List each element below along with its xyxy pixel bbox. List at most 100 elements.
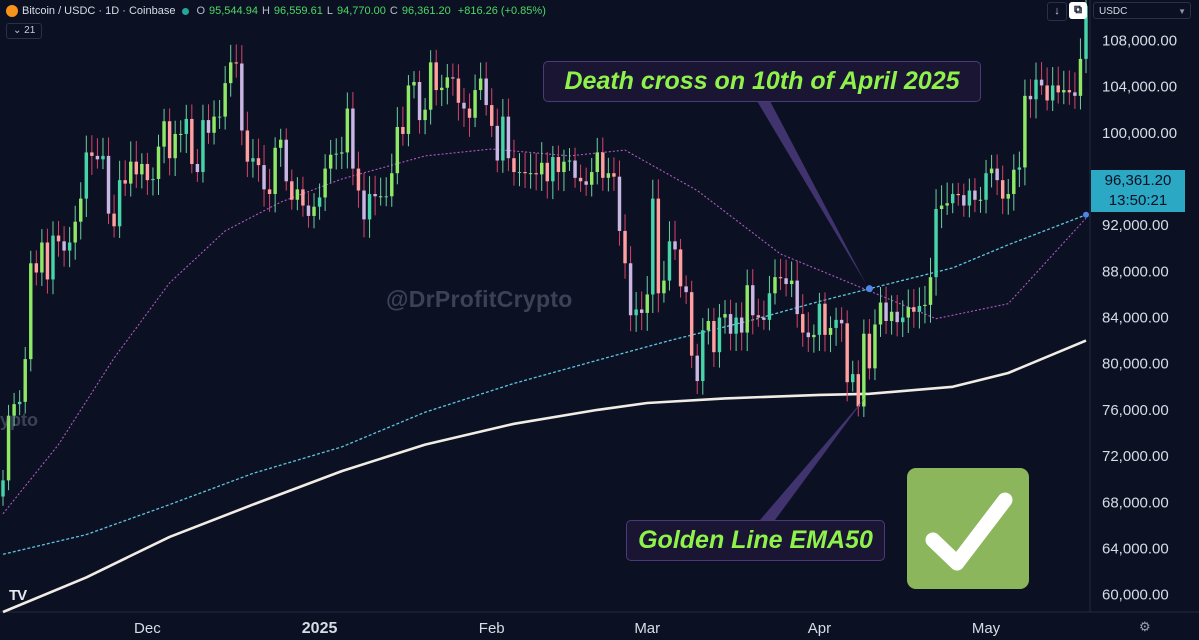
market-status-icon: [182, 7, 190, 15]
candle: [417, 70, 422, 134]
candle: [1006, 179, 1010, 215]
candle: [190, 104, 194, 174]
candle-body: [545, 162, 549, 182]
high-label: H: [261, 5, 270, 17]
candle-body: [1039, 79, 1044, 86]
candle-body: [445, 77, 450, 88]
candle-body: [912, 307, 916, 312]
candle: [228, 44, 233, 97]
candle: [301, 176, 305, 217]
candle-body: [323, 168, 327, 198]
candle-body: [673, 241, 677, 250]
candle-body: [606, 173, 611, 178]
candle: [973, 178, 977, 213]
candle-body: [784, 278, 788, 285]
candle-body: [906, 307, 910, 318]
candle: [901, 300, 905, 338]
candle: [967, 178, 972, 218]
candle: [451, 63, 455, 96]
candle-body: [90, 152, 94, 156]
camera-icon: ⧉: [1074, 4, 1082, 16]
candle-body: [434, 62, 438, 91]
candle: [984, 159, 988, 214]
candle-body: [662, 280, 666, 294]
indicators-toggle-button[interactable]: ⌄ 21: [6, 23, 43, 39]
candle: [567, 148, 572, 171]
edge-watermark: ypto: [0, 410, 38, 430]
candle: [84, 135, 89, 218]
candle: [562, 149, 566, 192]
candle: [251, 138, 255, 178]
candle: [395, 107, 400, 185]
y-tick-label: 68,000.00: [1102, 494, 1169, 511]
candle: [856, 360, 861, 417]
candle-body: [917, 306, 922, 312]
candle: [240, 45, 244, 146]
candle-body: [1084, 5, 1088, 59]
candle: [862, 319, 866, 418]
candle: [823, 292, 827, 352]
candle: [145, 152, 150, 195]
candle-body: [151, 178, 155, 181]
watermark: @DrProfitCrypto: [386, 286, 573, 312]
candle-body: [378, 196, 383, 198]
candle: [612, 157, 616, 191]
candle-body: [1028, 95, 1033, 100]
candle-body: [851, 374, 855, 383]
candle-body: [834, 319, 838, 328]
candle-body: [601, 152, 605, 178]
candle: [651, 179, 655, 313]
candle-body: [240, 63, 244, 131]
candle: [306, 192, 311, 228]
ma_magenta-line: [2, 148, 1087, 515]
candle: [356, 151, 361, 208]
candle: [217, 99, 222, 129]
x-tick-label: Apr: [808, 620, 831, 637]
candle-body: [1034, 79, 1038, 100]
candle-body: [1000, 180, 1005, 199]
candle-body: [684, 286, 688, 293]
candle-body: [228, 62, 233, 84]
candle: [728, 299, 733, 351]
candle: [34, 250, 39, 286]
candle: [706, 308, 711, 345]
candle-body: [762, 317, 766, 320]
gear-icon[interactable]: ⚙: [1139, 619, 1151, 634]
candle-body: [490, 105, 494, 126]
candle-body: [362, 190, 366, 220]
candle: [440, 74, 444, 107]
candle: [312, 193, 316, 229]
candle-body: [29, 263, 33, 360]
y-tick-label: 104,000.00: [1102, 79, 1177, 96]
candle-body: [540, 162, 544, 175]
symbol-title[interactable]: Bitcoin / USDC · 1D · Coinbase: [22, 5, 176, 17]
candle: [950, 183, 955, 214]
candle-body: [878, 302, 883, 325]
candle: [462, 88, 466, 128]
candle-body: [1073, 92, 1077, 96]
candle-body: [478, 78, 483, 91]
candle-body: [140, 163, 144, 175]
candle: [390, 153, 394, 207]
candle-body: [678, 249, 683, 287]
candle-body: [262, 165, 266, 190]
candle: [717, 304, 722, 368]
candle: [617, 160, 622, 246]
candle: [62, 226, 66, 267]
tradingview-logo[interactable]: TV: [9, 587, 27, 604]
candle: [40, 229, 44, 287]
candle-body: [167, 121, 172, 159]
candle-body: [184, 118, 188, 134]
candle: [540, 142, 544, 192]
candle-body: [467, 108, 472, 118]
candle-body: [1067, 90, 1072, 93]
candle: [67, 226, 72, 268]
candle-body: [595, 152, 599, 173]
candle-body: [295, 189, 300, 200]
download-button[interactable]: ↓: [1047, 2, 1067, 21]
candle: [1073, 72, 1077, 109]
candle-body: [123, 180, 127, 184]
snapshot-button[interactable]: ⧉: [1069, 2, 1087, 19]
currency-select[interactable]: USDC ▼: [1093, 2, 1191, 19]
